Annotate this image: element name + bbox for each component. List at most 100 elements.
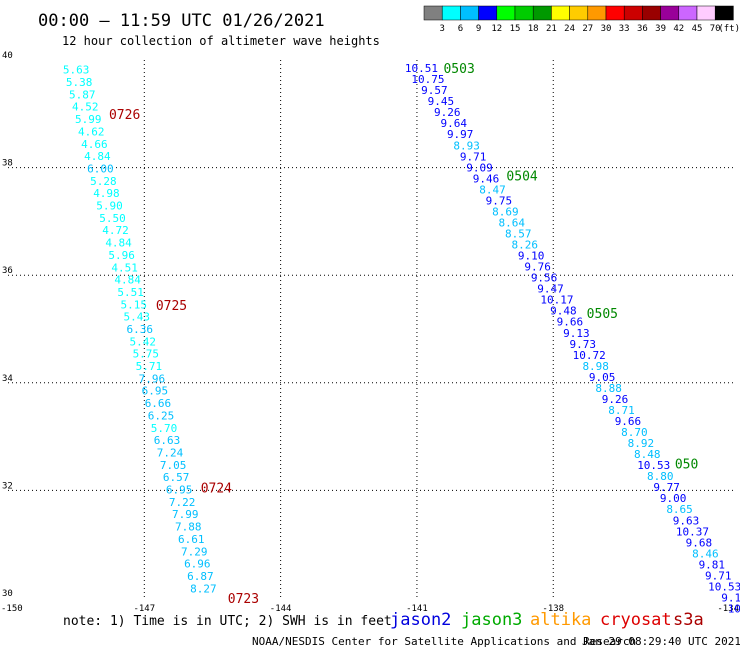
swh-value: 10.75 [411,73,444,86]
swh-value: 9.09 [466,161,493,174]
swh-value: 9.66 [557,316,584,329]
colorbar-swatch [551,5,570,21]
swh-value: 5.43 [123,311,150,324]
x-tick-label: -138 [542,604,564,614]
swh-value: 5.99 [75,113,102,126]
legend-cryosat: cryosat [600,610,672,630]
colorbar-swatch [623,5,643,21]
swh-value: 9.45 [428,95,455,108]
colorbar-swatch [569,5,589,21]
legend-jason3: jason3 [461,610,522,630]
swh-value: 8.65 [666,503,693,516]
swh-value: 10.53 [708,580,740,593]
swh-value: 10.72 [573,349,606,362]
colorbar-swatch [587,5,607,21]
x-tick-label: -134 [717,604,739,614]
swh-value: 9.77 [653,481,680,494]
time-label: 0505 [587,307,618,322]
colorbar-unit: (ft) [718,24,740,34]
swh-value: 8.57 [505,228,532,241]
swh-value: 10. [728,602,740,615]
colorbar-label: 70 [710,24,721,34]
colorbar-label: 6 [458,24,463,34]
swh-value: 7.05 [160,459,187,472]
chart-title: 00:00 – 11:59 UTC 01/26/2021 [38,11,325,31]
time-label: 0724 [201,482,232,497]
swh-value: 9.47 [537,283,564,296]
swh-value: 4.98 [93,187,120,200]
colorbar-swatch [532,5,552,21]
axis-ticks: -150 -147 -144 -141 -138 -134 40 38 36 34 32 30 [1,51,739,614]
y-tick-label: 30 [2,589,13,599]
colorbar-label: 39 [655,24,666,34]
swh-value: 5.42 [130,335,157,348]
swh-value: 5.71 [136,360,163,373]
swh-value: 4.72 [102,224,129,237]
swh-value: 8.98 [582,360,609,373]
swh-value: 9.48 [550,305,577,318]
swh-value: 5.75 [133,348,160,361]
swh-value: 6.95 [166,484,193,497]
swh-value: 8.26 [511,239,538,252]
swh-value: 9.71 [460,150,487,163]
swh-value: 8.80 [647,470,674,483]
colorbar-label: 42 [673,24,684,34]
colorbar-label: 36 [637,24,648,34]
colorbar-swatch [441,5,461,21]
y-tick-label: 32 [2,481,13,491]
time-label: 0723 [228,592,259,607]
swh-value: 9.63 [673,514,700,527]
colorbar-swatch [678,5,698,21]
swh-value: 6.00 [87,162,114,175]
time-label: 0726 [109,108,140,123]
data-points: 5.635.385.874.525.994.624.664.846.005.28… [63,62,740,615]
y-tick-label: 34 [2,374,13,384]
time-label: 0503 [443,62,474,77]
colorbar-swatch [605,5,625,21]
legend-s3a: s3a [673,610,704,630]
colorbar-label: 9 [476,24,481,34]
swh-value: 5.87 [69,88,96,101]
swh-value: 8.69 [492,205,519,218]
grid [8,60,735,598]
swh-value: 4.52 [72,101,99,114]
swh-value: 4.66 [81,138,108,151]
colorbar-swatch [478,5,498,21]
colorbar-swatch [660,5,680,21]
colorbar-label: 18 [528,24,539,34]
colorbar-swatch [514,5,534,21]
swh-value: 4.62 [78,125,105,138]
colorbar-label: 12 [491,24,502,34]
swh-value: 10.51 [405,62,438,75]
footer-timestamp: Jan 29 08:29:40 UTC 2021 [582,635,740,648]
swh-value: 4.51 [111,261,138,274]
x-tick-label: -141 [406,604,428,614]
swh-value: 9.00 [660,492,687,505]
swh-value: 9.75 [486,194,513,207]
colorbar-swatch [496,5,516,21]
colorbar-swatch [696,5,716,21]
swh-value: 8.71 [608,404,635,417]
swh-value: 8.27 [190,582,217,595]
swh-value: 4.84 [84,150,111,163]
swh-value: 5.70 [151,422,178,435]
swh-value: 9.46 [473,172,500,185]
swh-value: 7.96 [139,372,166,385]
swh-value: 6.61 [178,533,205,546]
swh-value: 8.64 [499,216,526,229]
swh-value: 9.13 [563,327,590,340]
swh-value: 7.29 [181,545,208,558]
swh-value: 5.28 [90,175,117,188]
swh-value: 9.81 [699,558,726,571]
y-tick-label: 36 [2,266,13,276]
colorbar-label: 27 [582,24,593,34]
y-tick-label: 40 [2,51,13,61]
swh-value: 7.24 [157,446,184,459]
swh-value: 5.63 [63,64,90,77]
swh-value: 4.84 [105,237,132,250]
swh-value: 8.92 [628,437,655,450]
swh-value: 9.56 [531,272,558,285]
swh-value: 8.88 [595,382,622,395]
chart-subtitle: 12 hour collection of altimeter wave hei… [62,34,380,48]
